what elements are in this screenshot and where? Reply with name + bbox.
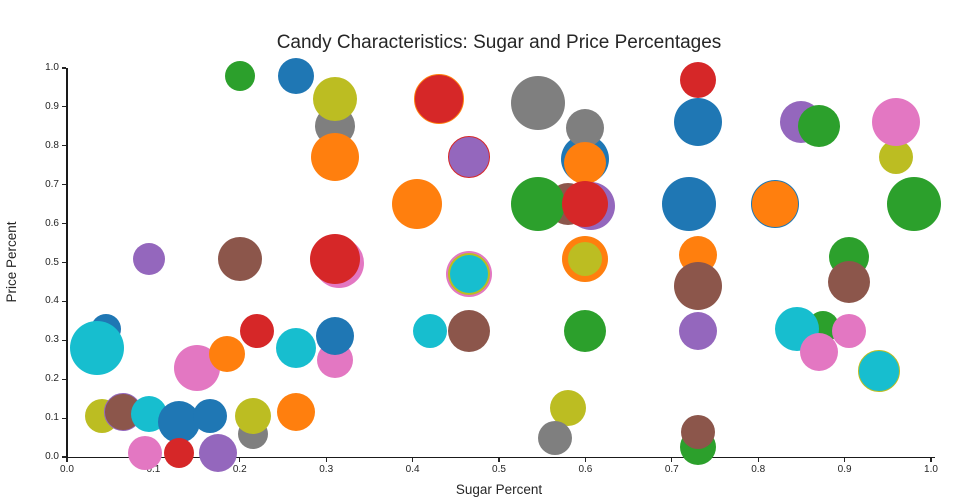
bubble-cyan (275, 328, 316, 369)
x-tick-label: 0.1 (146, 464, 161, 475)
bubble-gray (538, 420, 573, 455)
x-tick-mark (671, 458, 673, 462)
x-tick-label: 0.6 (578, 464, 593, 475)
y-tick-label: 0.9 (45, 100, 59, 112)
x-tick-mark (584, 458, 586, 462)
bubble-cyan (449, 255, 488, 294)
x-tick-label: 0.4 (405, 464, 420, 475)
x-tick-label: 0.0 (60, 464, 74, 475)
x-tick-label: 0.7 (664, 464, 679, 475)
bubble-brown (673, 261, 722, 310)
x-tick-mark (239, 458, 241, 462)
y-tick-mark (62, 417, 66, 419)
bubble-purple (447, 136, 490, 179)
bubble-red (240, 313, 275, 348)
y-tick-label: 0.4 (45, 295, 59, 307)
x-tick-mark (325, 458, 327, 462)
x-axis-line (66, 457, 936, 459)
bubble-olive (568, 241, 603, 276)
x-tick-label: 0.2 (232, 464, 247, 475)
bubble-green (510, 177, 565, 232)
y-tick-mark (62, 300, 66, 302)
x-tick-mark (66, 458, 68, 462)
bubble-cyan (412, 313, 447, 348)
y-tick-mark (62, 106, 66, 108)
bubble-purple (199, 434, 238, 473)
bubble-orange (564, 142, 607, 185)
x-tick-label: 0.9 (837, 464, 852, 475)
y-tick-mark (62, 261, 66, 264)
y-axis-line (66, 68, 68, 458)
y-tick-mark (62, 67, 66, 69)
bubble-pink (831, 313, 866, 348)
x-tick-label: 0.3 (319, 464, 334, 475)
y-tick-label: 0.0 (45, 451, 59, 462)
y-tick-label: 0.6 (45, 217, 59, 229)
bubble-red (309, 233, 360, 284)
bubble-pink (872, 98, 921, 147)
bubble-red (164, 438, 195, 469)
bubble-green (886, 177, 941, 232)
bubble-brown (217, 236, 262, 281)
bubble-brown (447, 309, 490, 352)
bubble-green (224, 60, 255, 91)
y-tick-mark (62, 223, 66, 225)
y-tick-mark (62, 456, 66, 458)
chart-title: Candy Characteristics: Sugar and Price P… (276, 32, 722, 53)
bubble-blue (277, 57, 314, 94)
x-tick-label: 0.8 (751, 464, 766, 475)
x-tick-mark (757, 458, 759, 462)
y-tick-label: 0.1 (45, 412, 59, 424)
y-tick-label: 0.3 (45, 334, 59, 346)
bubble-gray (510, 76, 565, 130)
bubble-olive (312, 77, 357, 122)
bubble-green (564, 309, 607, 352)
x-tick-mark (412, 458, 414, 462)
bubble-gray (566, 109, 605, 148)
y-tick-label: 1.0 (45, 62, 59, 73)
y-tick-mark (62, 145, 66, 147)
y-tick-mark (62, 184, 66, 186)
x-tick-mark (930, 458, 932, 462)
bubble-blue (192, 399, 227, 434)
x-tick-mark (498, 458, 500, 462)
bubble-blue (315, 317, 354, 356)
bubble-brown (680, 414, 715, 449)
y-tick-label: 0.8 (45, 139, 59, 151)
bubble-green (797, 105, 840, 148)
bubble-olive (550, 390, 587, 427)
bubble-orange (208, 335, 245, 372)
bubble-olive (234, 398, 271, 435)
x-axis-label: Sugar Percent (455, 482, 543, 497)
bubble-red (562, 181, 609, 228)
bubble-orange (276, 393, 315, 432)
bubble-pink (127, 436, 162, 471)
bubble-blue (673, 98, 722, 147)
x-tick-label: 0.5 (492, 464, 506, 475)
bubble-brown (827, 260, 870, 303)
y-tick-mark (62, 378, 66, 380)
bubble-olive (879, 140, 914, 175)
bubble-orange (391, 179, 442, 230)
bubble-orange (310, 133, 359, 182)
y-tick-label: 0.5 (45, 256, 59, 268)
bubble-purple (678, 311, 717, 350)
bubble-cyan (70, 321, 125, 376)
y-tick-label: 0.2 (45, 373, 59, 385)
bubble-orange (751, 180, 800, 229)
bubble-red (679, 61, 716, 98)
x-tick-mark (844, 458, 846, 462)
bubble-pink (799, 332, 838, 371)
bubble-cyan (858, 350, 901, 393)
bubble-purple (133, 242, 166, 275)
y-tick-mark (62, 339, 66, 341)
bubble-red (413, 74, 464, 125)
y-tick-label: 0.7 (45, 178, 59, 190)
x-tick-label: 1.0 (924, 464, 938, 475)
bubble-blue (662, 177, 717, 232)
